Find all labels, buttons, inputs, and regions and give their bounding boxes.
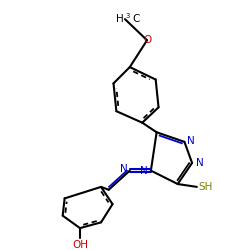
- Text: N: N: [187, 136, 195, 146]
- Text: 3: 3: [125, 13, 130, 19]
- Text: N: N: [196, 158, 203, 168]
- Text: N: N: [140, 166, 148, 175]
- Text: N: N: [120, 164, 128, 174]
- Text: H: H: [116, 14, 124, 24]
- Text: C: C: [132, 14, 140, 24]
- Text: O: O: [143, 35, 151, 45]
- Text: SH: SH: [198, 182, 212, 192]
- Text: OH: OH: [72, 240, 88, 250]
